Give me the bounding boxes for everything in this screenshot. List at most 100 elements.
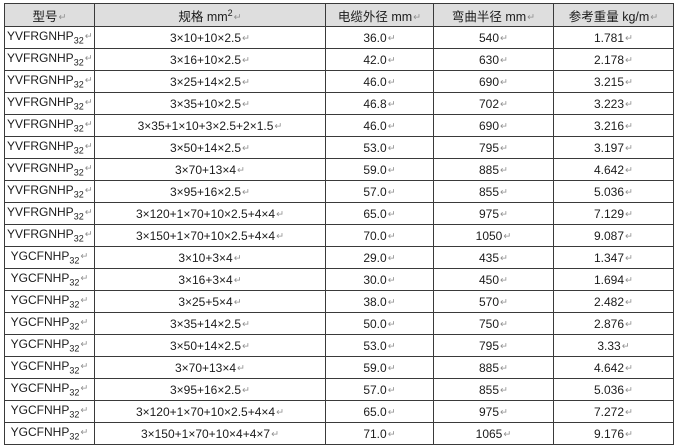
- cell-model: YVFRGNHP32↵: [4, 26, 95, 49]
- paragraph-mark: ↵: [500, 406, 508, 418]
- weight-text: 3.215: [594, 74, 625, 89]
- paragraph-mark: ↵: [625, 384, 633, 396]
- paragraph-mark: ↵: [500, 120, 508, 132]
- paragraph-mark: ↵: [387, 98, 396, 110]
- paragraph-mark: ↵: [84, 229, 93, 241]
- cell-outer-diameter: 53.0↵: [325, 334, 434, 357]
- paragraph-mark: ↵: [80, 317, 89, 329]
- bend-radius-text: 690: [479, 74, 500, 89]
- paragraph-mark: ↵: [242, 32, 251, 44]
- model-text: YGCFNHP: [10, 403, 70, 418]
- paragraph-mark: ↵: [387, 142, 396, 154]
- cell-spec: 3×35+1×10+3×2.5+2×1.5↵: [94, 114, 326, 137]
- outer-diameter-text: 57.0: [363, 184, 387, 199]
- paragraph-mark: ↵: [500, 98, 508, 110]
- paragraph-mark: ↵: [84, 31, 93, 43]
- paragraph-mark: ↵: [625, 428, 633, 440]
- model-text: YGCFNHP: [10, 271, 70, 286]
- cell-model: YVFRGNHP32↵: [4, 136, 95, 159]
- paragraph-mark: ↵: [242, 98, 251, 110]
- paragraph-mark: ↵: [84, 53, 93, 65]
- weight-text: 3.197: [594, 140, 625, 155]
- bend-radius-text: 750: [479, 316, 500, 331]
- outer-diameter-text: 59.0: [363, 162, 387, 177]
- spec-text: 3×25+14×2.5: [169, 74, 242, 89]
- spec-text: 3×120+1×70+10×2.5+4×4: [135, 206, 276, 221]
- cell-weight: 1.694↵: [553, 268, 674, 291]
- paragraph-mark: ↵: [500, 76, 508, 88]
- table-row: YVFRGNHP32↵ 3×95+16×2.5↵ 57.0↵ 855↵ 5.03…: [4, 180, 674, 203]
- spec-text: 3×35+10×2.5: [169, 96, 242, 111]
- model-subscript: 32: [73, 123, 84, 134]
- outer-diameter-text: 71.0: [363, 426, 387, 441]
- bend-radius-text: 885: [479, 360, 500, 375]
- model-text: YVFRGNHP: [7, 117, 74, 132]
- cell-weight: 3.223↵: [553, 92, 674, 115]
- spec-text: 3×150+1×70+10×2.5+4×4: [135, 228, 276, 243]
- column-header-label: 规格 mm: [178, 9, 228, 24]
- outer-diameter-text: 50.0: [363, 316, 387, 331]
- paragraph-mark: ↵: [276, 406, 285, 418]
- outer-diameter-text: 70.0: [363, 228, 387, 243]
- paragraph-mark: ↵: [625, 142, 633, 154]
- paragraph-mark: ↵: [387, 230, 396, 242]
- cell-spec: 3×95+16×2.5↵: [94, 180, 326, 203]
- model-subscript: 32: [73, 167, 84, 178]
- column-header-weight: 参考重量 kg/m↵: [553, 3, 674, 27]
- paragraph-mark: ↵: [500, 296, 508, 308]
- model-subscript: 32: [73, 145, 84, 156]
- cell-model: YGCFNHP32↵: [4, 422, 95, 445]
- table-body: YVFRGNHP32↵ 3×10+10×2.5↵ 36.0↵ 540↵ 1.78…: [4, 26, 674, 445]
- column-header-label: 电缆外径 mm: [337, 9, 413, 24]
- cell-bend-radius: 435↵: [433, 246, 554, 269]
- cell-outer-diameter: 50.0↵: [325, 312, 434, 335]
- cable-spec-table: 型号↵ 规格 mm2↵ 电缆外径 mm↵ 弯曲半径 mm↵ 参考重量 kg/m↵…: [4, 3, 674, 445]
- spec-text: 3×16+3×4: [178, 272, 233, 287]
- weight-text: 5.036: [594, 184, 625, 199]
- outer-diameter-text: 38.0: [363, 294, 387, 309]
- cell-model: YGCFNHP32↵: [4, 378, 95, 401]
- cell-weight: 5.036↵: [553, 378, 674, 401]
- cell-spec: 3×120+1×70+10×2.5+4×4↵: [94, 400, 326, 423]
- cell-model: YGCFNHP32↵: [4, 268, 95, 291]
- cell-model: YVFRGNHP32↵: [4, 92, 95, 115]
- cell-bend-radius: 795↵: [433, 136, 554, 159]
- weight-text: 4.642: [594, 162, 625, 177]
- bend-radius-text: 450: [479, 272, 500, 287]
- cell-model: YVFRGNHP32↵: [4, 48, 95, 71]
- cell-bend-radius: 450↵: [433, 268, 554, 291]
- cell-spec: 3×70+13×4↵: [94, 356, 326, 379]
- paragraph-mark: ↵: [625, 208, 633, 220]
- paragraph-mark: ↵: [387, 318, 396, 330]
- paragraph-mark: ↵: [80, 361, 89, 373]
- cell-model: YVFRGNHP32↵: [4, 202, 95, 225]
- cell-model: YGCFNHP32↵: [4, 356, 95, 379]
- cell-model: YGCFNHP32↵: [4, 290, 95, 313]
- bend-radius-text: 795: [479, 338, 500, 353]
- table-row: YVFRGNHP32↵ 3×150+1×70+10×2.5+4×4↵ 70.0↵…: [4, 224, 674, 247]
- cell-spec: 3×10+3×4↵: [94, 246, 326, 269]
- outer-diameter-text: 59.0: [363, 360, 387, 375]
- paragraph-mark: ↵: [84, 97, 93, 109]
- bend-radius-text: 975: [479, 206, 500, 221]
- paragraph-mark: ↵: [233, 296, 242, 308]
- table-row: YGCFNHP32↵ 3×50+14×2.5↵ 53.0↵ 795↵ 3.33↵: [4, 334, 674, 357]
- column-header-bend-radius: 弯曲半径 mm↵: [433, 3, 554, 27]
- paragraph-mark: ↵: [276, 208, 285, 220]
- cell-weight: 9.087↵: [553, 224, 674, 247]
- paragraph-mark: ↵: [625, 318, 633, 330]
- cell-spec: 3×50+14×2.5↵: [94, 334, 326, 357]
- paragraph-mark: ↵: [242, 76, 251, 88]
- model-subscript: 32: [69, 431, 80, 442]
- cell-outer-diameter: 38.0↵: [325, 290, 434, 313]
- cell-outer-diameter: 46.0↵: [325, 114, 434, 137]
- table-row: YVFRGNHP32↵ 3×10+10×2.5↵ 36.0↵ 540↵ 1.78…: [4, 26, 674, 49]
- paragraph-mark: ↵: [274, 120, 283, 132]
- paragraph-mark: ↵: [625, 76, 633, 88]
- paragraph-mark: ↵: [625, 54, 633, 66]
- table-row: YVFRGNHP32↵ 3×50+14×2.5↵ 53.0↵ 795↵ 3.19…: [4, 136, 674, 159]
- paragraph-mark: ↵: [242, 318, 251, 330]
- paragraph-mark: ↵: [625, 120, 633, 132]
- paragraph-mark: ↵: [500, 384, 508, 396]
